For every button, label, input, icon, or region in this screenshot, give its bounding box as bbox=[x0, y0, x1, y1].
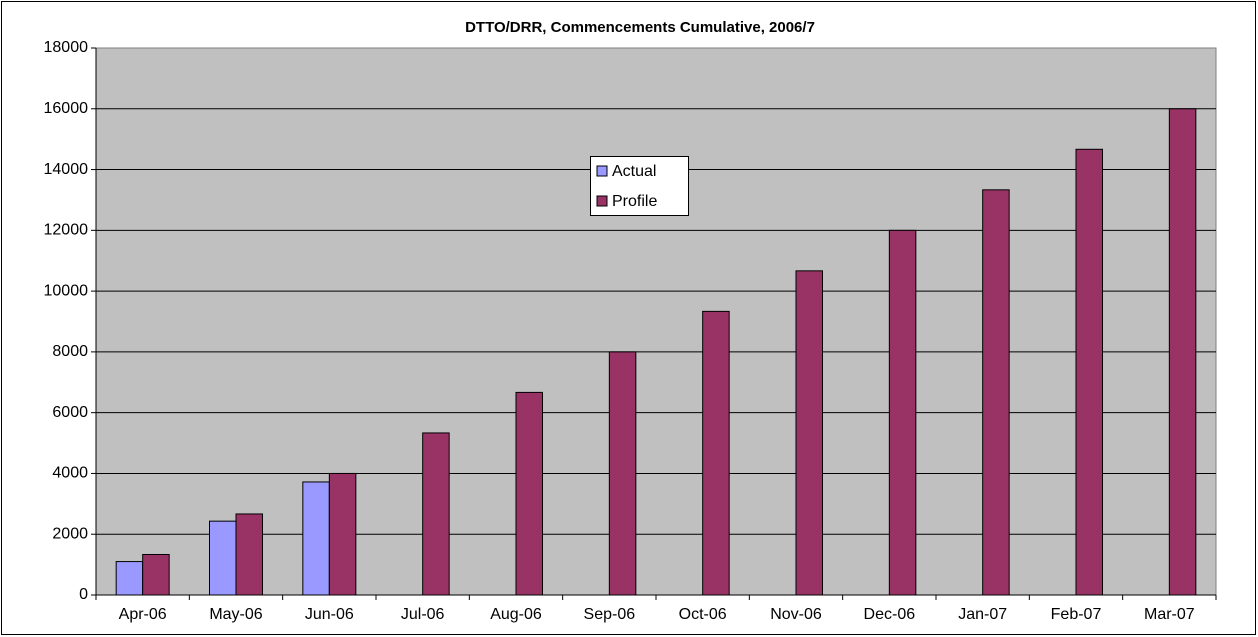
chart-title: DTTO/DRR, Commencements Cumulative, 2006… bbox=[465, 19, 815, 36]
y-tick-label: 12000 bbox=[44, 222, 89, 239]
x-tick-label: Jan-07 bbox=[958, 606, 1007, 623]
legend-swatch bbox=[596, 165, 608, 177]
bar bbox=[888, 229, 917, 596]
y-tick-label: 10000 bbox=[44, 282, 89, 299]
bar bbox=[328, 472, 357, 596]
bar bbox=[422, 432, 450, 596]
y-tick-label: 16000 bbox=[44, 100, 89, 117]
legend-label: Profile bbox=[612, 193, 657, 210]
x-tick-label: Oct-06 bbox=[679, 606, 727, 623]
x-tick-label: Nov-06 bbox=[770, 606, 822, 623]
bar bbox=[235, 513, 263, 596]
bar bbox=[115, 561, 144, 596]
bar bbox=[515, 391, 543, 596]
bar bbox=[702, 310, 730, 596]
bar bbox=[302, 481, 330, 596]
legend: Actual Profile bbox=[590, 156, 689, 216]
x-tick-label: Jun-06 bbox=[305, 606, 354, 623]
legend-swatch bbox=[596, 195, 608, 207]
x-tick-label: Jul-06 bbox=[401, 606, 445, 623]
bar bbox=[1075, 148, 1103, 596]
y-tick-label: 2000 bbox=[52, 525, 88, 542]
y-tick-label: 18000 bbox=[44, 39, 89, 56]
y-tick-label: 6000 bbox=[52, 404, 88, 421]
bar bbox=[142, 553, 170, 596]
bar bbox=[982, 189, 1010, 596]
x-tick-label: Mar-07 bbox=[1144, 606, 1195, 623]
x-tick-label: Apr-06 bbox=[119, 606, 167, 623]
x-tick-label: Aug-06 bbox=[490, 606, 542, 623]
legend-label: Actual bbox=[612, 163, 656, 180]
bar bbox=[795, 270, 823, 596]
x-tick-label: Dec-06 bbox=[864, 606, 916, 623]
x-tick-label: May-06 bbox=[209, 606, 262, 623]
bar bbox=[209, 520, 237, 596]
y-tick-label: 0 bbox=[79, 586, 88, 603]
y-tick-label: 8000 bbox=[52, 343, 88, 360]
plot-area bbox=[95, 47, 1217, 596]
x-tick-label: Sep-06 bbox=[584, 606, 636, 623]
y-tick-label: 14000 bbox=[44, 161, 89, 178]
y-tick-label: 4000 bbox=[52, 465, 88, 482]
bar bbox=[608, 351, 637, 596]
bar bbox=[1168, 108, 1197, 596]
x-tick-label: Feb-07 bbox=[1051, 606, 1102, 623]
